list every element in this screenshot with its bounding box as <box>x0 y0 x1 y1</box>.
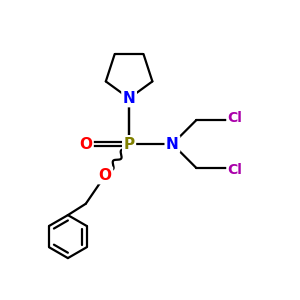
Text: N: N <box>123 91 136 106</box>
Text: O: O <box>79 136 92 152</box>
Text: O: O <box>99 168 112 183</box>
Text: Cl: Cl <box>228 163 242 177</box>
Text: P: P <box>124 136 135 152</box>
Text: Cl: Cl <box>228 111 242 125</box>
Text: N: N <box>166 136 179 152</box>
